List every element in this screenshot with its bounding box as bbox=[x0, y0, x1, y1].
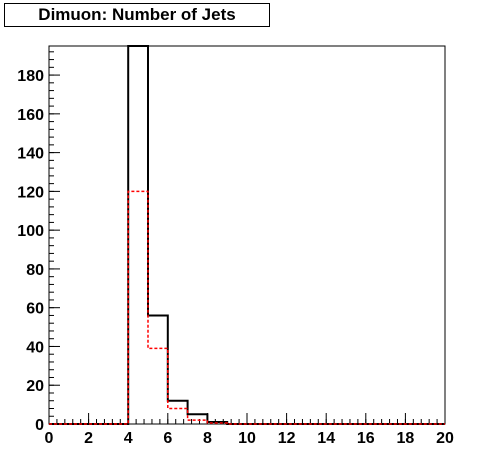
x-tick-label: 16 bbox=[357, 430, 375, 447]
y-tick-label: 120 bbox=[17, 184, 44, 201]
series-layer bbox=[49, 45, 445, 425]
x-tick-label: 14 bbox=[317, 430, 335, 447]
axes bbox=[48, 45, 446, 425]
y-tick-label: 140 bbox=[17, 146, 44, 163]
plot-frame bbox=[48, 45, 446, 425]
y-tick-label: 180 bbox=[17, 68, 44, 85]
x-tick-label: 12 bbox=[278, 430, 296, 447]
x-tick-label: 0 bbox=[45, 430, 54, 447]
x-tick-label: 6 bbox=[163, 430, 172, 447]
y-tick-label: 0 bbox=[35, 417, 44, 434]
chart-title: Dimuon: Number of Jets bbox=[4, 3, 270, 27]
x-tick-label: 8 bbox=[203, 430, 212, 447]
y-tick-label: 160 bbox=[17, 107, 44, 124]
x-tick-label: 10 bbox=[238, 430, 256, 447]
x-tick-label: 2 bbox=[84, 430, 93, 447]
y-tick-label: 20 bbox=[26, 378, 44, 395]
y-tick-label: 40 bbox=[26, 339, 44, 356]
x-tick-label: 18 bbox=[397, 430, 415, 447]
y-tick-label: 80 bbox=[26, 262, 44, 279]
y-tick-label: 100 bbox=[17, 223, 44, 240]
x-tick-label: 20 bbox=[436, 430, 454, 447]
histogram-series-2 bbox=[49, 190, 445, 425]
tick-labels: 0 2 4 6 8 10 12 14 16 18 20 0 20 40 60 80 100 120 140 160 18… bbox=[17, 68, 454, 447]
x-tick-label: 4 bbox=[124, 430, 133, 447]
histogram-series-1 bbox=[49, 45, 445, 425]
y-tick-label: 60 bbox=[26, 301, 44, 318]
